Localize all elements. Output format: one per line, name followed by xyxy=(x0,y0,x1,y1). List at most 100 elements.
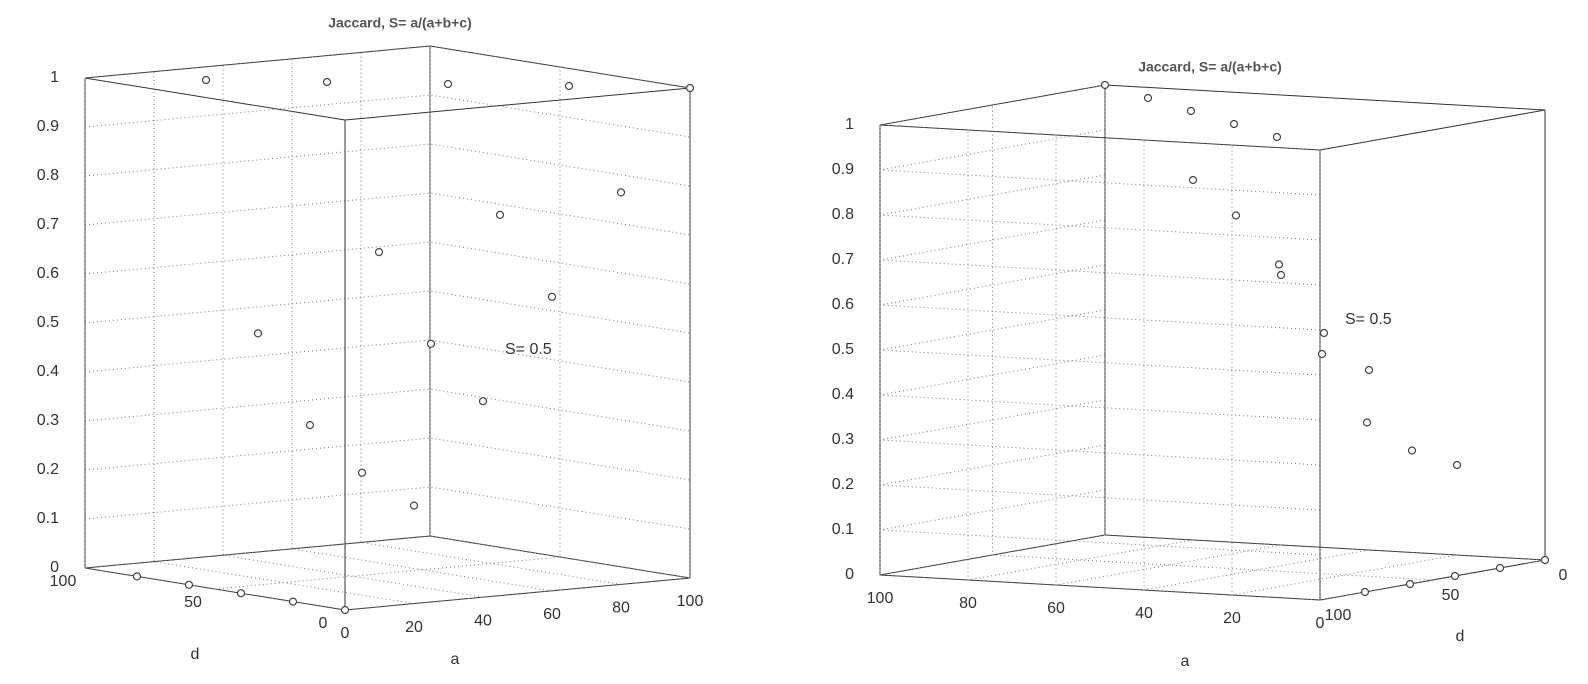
data-point xyxy=(253,329,263,338)
grid-line xyxy=(84,437,691,481)
grid-line xyxy=(1319,150,1546,601)
data-point xyxy=(1229,119,1239,129)
data-point xyxy=(184,580,194,589)
grid-line xyxy=(84,241,691,285)
z-tick-label: 0.6 xyxy=(832,296,854,313)
box-edge xyxy=(84,45,431,79)
z-tick-label: 0.5 xyxy=(832,341,854,358)
data-point xyxy=(1360,587,1370,597)
data-point xyxy=(1362,418,1372,427)
grid-line xyxy=(879,309,1321,376)
grid-line xyxy=(1143,140,1370,591)
grid-line xyxy=(879,399,1321,466)
data-point xyxy=(685,83,695,93)
data-point xyxy=(478,397,488,406)
y-tick-label: 50 xyxy=(184,594,202,611)
z-tick-label: 0.1 xyxy=(37,510,59,527)
x-tick-label: 0 xyxy=(341,625,350,642)
grid-line xyxy=(1104,85,1546,561)
grid-line xyxy=(879,174,1321,241)
z-tick-label: 0 xyxy=(50,559,59,576)
grid-line xyxy=(879,129,1321,196)
x-tick-label: 80 xyxy=(959,595,977,612)
grid-line xyxy=(879,219,1321,286)
data-point xyxy=(1231,211,1241,220)
grid-line xyxy=(84,45,691,89)
box-edge xyxy=(879,84,1106,126)
grid-line xyxy=(879,354,1321,421)
data-point xyxy=(1276,270,1286,280)
data-point xyxy=(1495,563,1505,573)
grid-line xyxy=(84,388,691,432)
data-point xyxy=(1407,446,1417,455)
data-point xyxy=(1274,260,1284,269)
data-point xyxy=(322,77,332,87)
data-point xyxy=(1100,80,1110,90)
grid-line xyxy=(360,52,622,585)
grid-line xyxy=(84,78,346,611)
data-point xyxy=(1452,460,1462,470)
grid-line xyxy=(992,105,1433,581)
x-tick-label: 100 xyxy=(867,590,894,607)
grid-line xyxy=(84,192,691,236)
chart-title: Jaccard, S= a/(a+b+c) xyxy=(1138,59,1282,75)
data-point xyxy=(201,75,211,85)
z-tick-label: 1 xyxy=(845,116,854,133)
grid-line xyxy=(879,264,1321,331)
box-edge xyxy=(1319,109,1546,151)
x-tick-label: 20 xyxy=(1223,610,1241,627)
x-tick-label: 0 xyxy=(1316,615,1325,632)
x-axis-label: a xyxy=(451,651,460,668)
x-tick-label: 40 xyxy=(474,612,492,629)
z-tick-label: 0.6 xyxy=(37,265,59,282)
box-edge xyxy=(344,577,691,611)
y-tick-label: 100 xyxy=(1325,607,1352,624)
data-point xyxy=(357,468,367,477)
grid-line xyxy=(879,84,1321,151)
data-point xyxy=(409,501,419,510)
y-axis-label: d xyxy=(1456,628,1465,645)
grid-line xyxy=(967,130,1194,581)
grid-line xyxy=(84,290,691,334)
data-point xyxy=(305,421,315,430)
box-edge xyxy=(84,535,431,569)
data-point xyxy=(495,210,505,219)
chart-title: Jaccard, S= a/(a+b+c) xyxy=(328,15,472,31)
grid-line xyxy=(429,46,691,579)
x-tick-label: 40 xyxy=(1135,605,1153,622)
grid-line xyxy=(84,486,691,530)
z-tick-label: 0.2 xyxy=(832,476,854,493)
data-point xyxy=(374,248,384,257)
y-tick-label: 100 xyxy=(50,573,77,590)
grid-line xyxy=(84,143,691,187)
z-tick-label: 0.4 xyxy=(832,386,854,403)
y-tick-label: 0 xyxy=(319,615,328,632)
grid-line xyxy=(879,444,1321,511)
data-point xyxy=(1143,93,1153,103)
grid-line xyxy=(84,339,691,383)
data-point xyxy=(616,188,626,197)
grid-line xyxy=(153,71,415,605)
data-point xyxy=(1405,579,1415,589)
data-point xyxy=(1186,106,1196,116)
annotation: S= 0.5 xyxy=(505,341,552,358)
data-point xyxy=(340,605,350,615)
z-tick-label: 0.7 xyxy=(832,251,854,268)
y-tick-label: 50 xyxy=(1442,587,1460,604)
z-tick-label: 0.8 xyxy=(37,167,59,184)
data-point xyxy=(1450,571,1460,581)
data-point xyxy=(132,572,142,581)
z-tick-label: 0.7 xyxy=(37,216,59,233)
z-tick-label: 0.4 xyxy=(37,363,59,380)
box-edge xyxy=(344,87,691,121)
grid-line xyxy=(1055,135,1282,586)
z-tick-label: 0.2 xyxy=(37,461,59,478)
data-point xyxy=(1540,555,1550,565)
x-axis-label: a xyxy=(1181,653,1190,670)
annotation: S= 0.5 xyxy=(1345,311,1392,328)
z-tick-label: 0.8 xyxy=(832,206,854,223)
z-tick-label: 0.9 xyxy=(832,161,854,178)
box-edge xyxy=(1104,84,1546,111)
data-point xyxy=(288,597,298,606)
